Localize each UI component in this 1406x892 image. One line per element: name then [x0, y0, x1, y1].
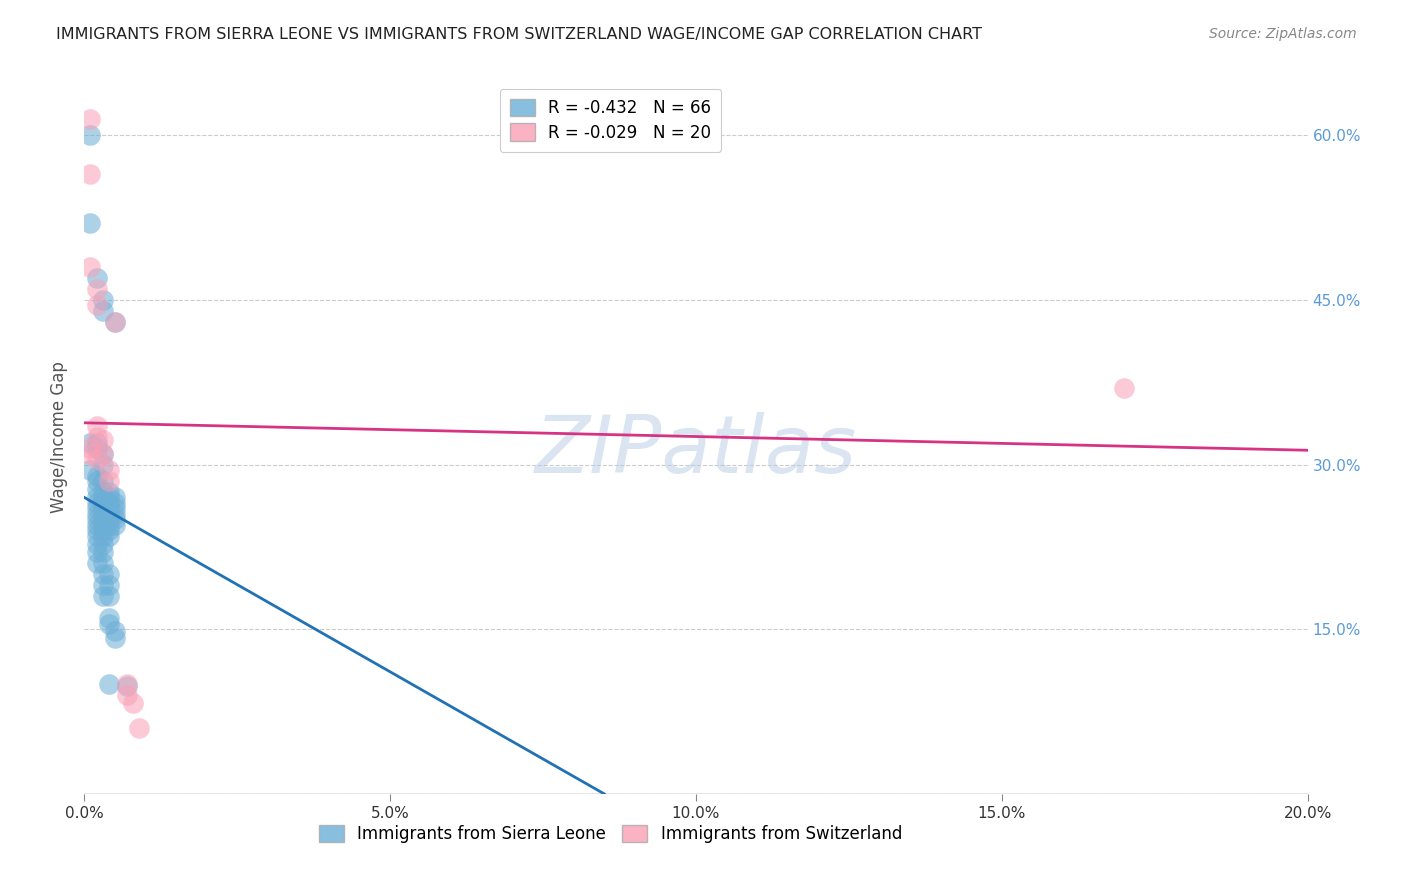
Point — [91, 446, 114, 460]
Text: Source: ZipAtlas.com: Source: ZipAtlas.com — [1209, 27, 1357, 41]
Point — [104, 501, 127, 516]
Point — [86, 507, 108, 521]
Point — [79, 435, 101, 450]
Point — [104, 496, 127, 510]
Point — [86, 529, 108, 543]
Point — [86, 491, 108, 505]
Point — [104, 512, 127, 526]
Point — [97, 529, 120, 543]
Point — [79, 260, 101, 274]
Point — [91, 517, 114, 532]
Point — [86, 468, 108, 483]
Point — [86, 474, 108, 488]
Point — [91, 536, 114, 550]
Point — [86, 430, 108, 444]
Point — [79, 128, 101, 143]
Point — [79, 112, 101, 126]
Point — [97, 578, 120, 592]
Point — [104, 491, 127, 505]
Point — [91, 496, 114, 510]
Text: ZIPatlas: ZIPatlas — [534, 412, 858, 491]
Point — [86, 482, 108, 496]
Point — [104, 631, 127, 645]
Point — [79, 463, 101, 477]
Point — [97, 517, 120, 532]
Point — [86, 501, 108, 516]
Point — [86, 298, 108, 312]
Point — [91, 446, 114, 460]
Point — [91, 501, 114, 516]
Point — [115, 677, 138, 691]
Point — [97, 507, 120, 521]
Point — [86, 517, 108, 532]
Point — [91, 507, 114, 521]
Point — [86, 435, 108, 450]
Point — [115, 679, 138, 693]
Point — [104, 507, 127, 521]
Point — [79, 441, 101, 455]
Point — [104, 315, 127, 329]
Point — [86, 271, 108, 285]
Point — [86, 557, 108, 571]
Point — [97, 524, 120, 538]
Point — [97, 567, 120, 582]
Point — [97, 491, 120, 505]
Point — [122, 696, 145, 710]
Point — [86, 452, 108, 467]
Point — [91, 512, 114, 526]
Point — [86, 496, 108, 510]
Point — [97, 501, 120, 516]
Point — [79, 167, 101, 181]
Point — [128, 721, 150, 735]
Point — [97, 616, 120, 631]
Point — [91, 458, 114, 472]
Point — [97, 677, 120, 691]
Point — [91, 474, 114, 488]
Point — [91, 491, 114, 505]
Point — [91, 485, 114, 500]
Point — [97, 463, 120, 477]
Point — [115, 688, 138, 702]
Point — [86, 524, 108, 538]
Y-axis label: Wage/Income Gap: Wage/Income Gap — [51, 361, 69, 513]
Point — [86, 545, 108, 559]
Point — [86, 282, 108, 296]
Point — [104, 315, 127, 329]
Legend: Immigrants from Sierra Leone, Immigrants from Switzerland: Immigrants from Sierra Leone, Immigrants… — [312, 818, 908, 850]
Point — [91, 589, 114, 603]
Point — [86, 536, 108, 550]
Point — [91, 434, 114, 448]
Point — [79, 216, 101, 230]
Point — [91, 557, 114, 571]
Point — [97, 611, 120, 625]
Text: IMMIGRANTS FROM SIERRA LEONE VS IMMIGRANTS FROM SWITZERLAND WAGE/INCOME GAP CORR: IMMIGRANTS FROM SIERRA LEONE VS IMMIGRAN… — [56, 27, 983, 42]
Point — [91, 545, 114, 559]
Point — [86, 419, 108, 434]
Point — [91, 578, 114, 592]
Point — [91, 303, 114, 318]
Point — [91, 567, 114, 582]
Point — [91, 529, 114, 543]
Point — [1114, 381, 1136, 395]
Point — [86, 441, 108, 455]
Point — [97, 474, 120, 488]
Point — [97, 496, 120, 510]
Point — [86, 512, 108, 526]
Point — [91, 293, 114, 307]
Point — [79, 446, 101, 460]
Point — [97, 512, 120, 526]
Point — [97, 589, 120, 603]
Point — [104, 624, 127, 639]
Point — [91, 524, 114, 538]
Point — [104, 517, 127, 532]
Point — [97, 485, 120, 500]
